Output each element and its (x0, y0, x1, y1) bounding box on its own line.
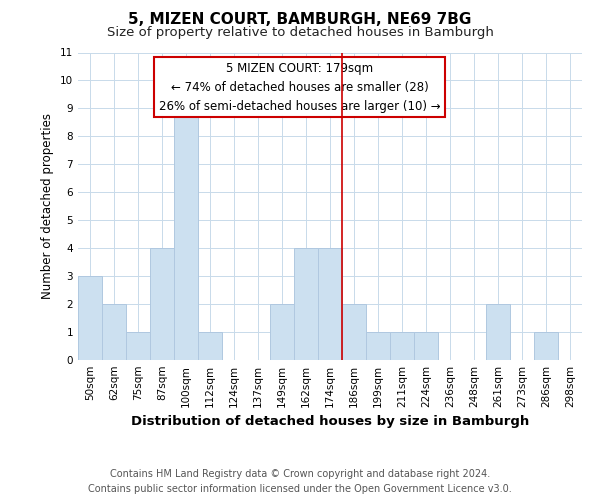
Text: Contains HM Land Registry data © Crown copyright and database right 2024.
Contai: Contains HM Land Registry data © Crown c… (88, 468, 512, 493)
Bar (150, 248, 174, 360)
Text: 5 MIZEN COURT: 179sqm
← 74% of detached houses are smaller (28)
26% of semi-deta: 5 MIZEN COURT: 179sqm ← 74% of detached … (159, 62, 440, 112)
Bar (126, 332, 150, 360)
Bar (174, 108, 198, 360)
Bar (366, 332, 390, 360)
Bar (198, 332, 222, 360)
Bar (294, 248, 318, 360)
Bar (270, 304, 294, 360)
Bar (342, 304, 366, 360)
Bar (486, 304, 510, 360)
X-axis label: Distribution of detached houses by size in Bamburgh: Distribution of detached houses by size … (131, 416, 529, 428)
Bar (78, 276, 102, 360)
Bar (534, 332, 558, 360)
Text: 5, MIZEN COURT, BAMBURGH, NE69 7BG: 5, MIZEN COURT, BAMBURGH, NE69 7BG (128, 12, 472, 28)
Y-axis label: Number of detached properties: Number of detached properties (41, 114, 55, 299)
Text: Size of property relative to detached houses in Bamburgh: Size of property relative to detached ho… (107, 26, 493, 39)
Bar (390, 332, 414, 360)
Bar (414, 332, 438, 360)
Bar (102, 304, 126, 360)
Bar (318, 248, 342, 360)
